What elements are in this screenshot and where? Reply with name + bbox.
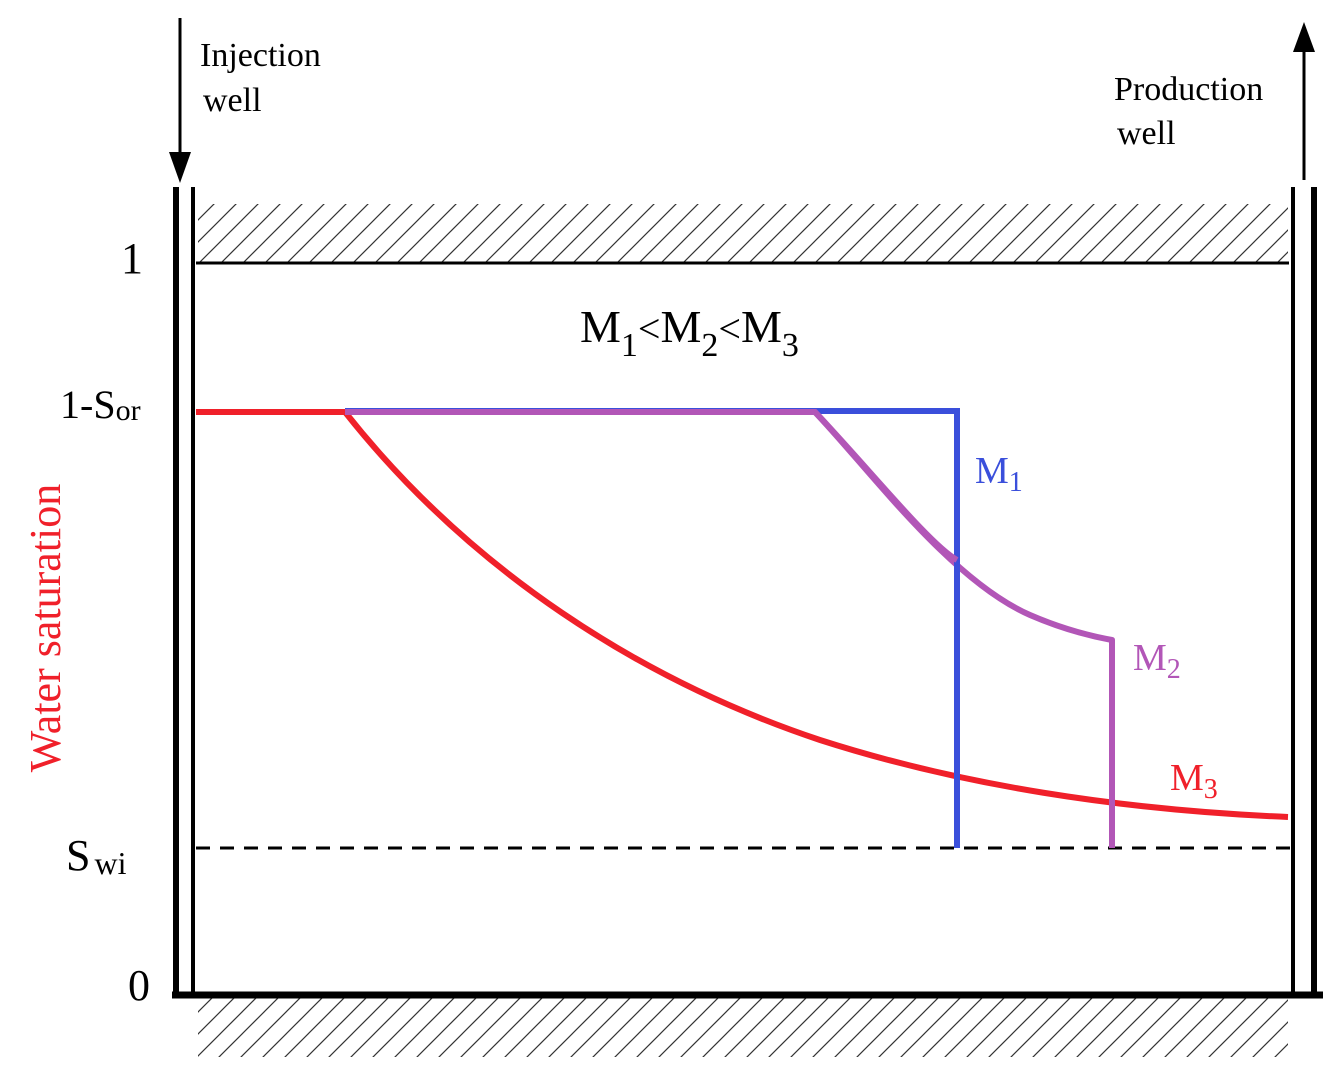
injection-well-label: Injection [200,37,321,74]
mobility-relation-label: M1<M2<M3 [580,301,799,364]
production-well-label: Production [1114,71,1263,108]
m2-curve-label: M2 [1133,637,1181,685]
m3-saturation-profile [196,409,1289,820]
tick-label-1-sor: 1-Sor [60,382,141,427]
base-rock-hatch [198,997,1288,1057]
injection-well [173,187,195,997]
m1-saturation-profile [345,408,960,848]
cap-rock-hatch [198,204,1288,262]
m3-curve-label: M3 [1170,757,1218,805]
y-axis-label: Water saturation [21,484,70,772]
m1-curve-label: M1 [975,450,1023,498]
tick-label-zero: 0 [128,961,150,1010]
production-well-label-line2: well [1117,115,1176,152]
m2-overlap-segment [345,409,959,563]
injection-well-label-line2: well [203,82,262,119]
production-well [1291,187,1317,997]
production-arrow-icon [1293,22,1315,180]
tick-label-one: 1 [121,234,143,283]
injection-arrow-icon [169,18,191,183]
